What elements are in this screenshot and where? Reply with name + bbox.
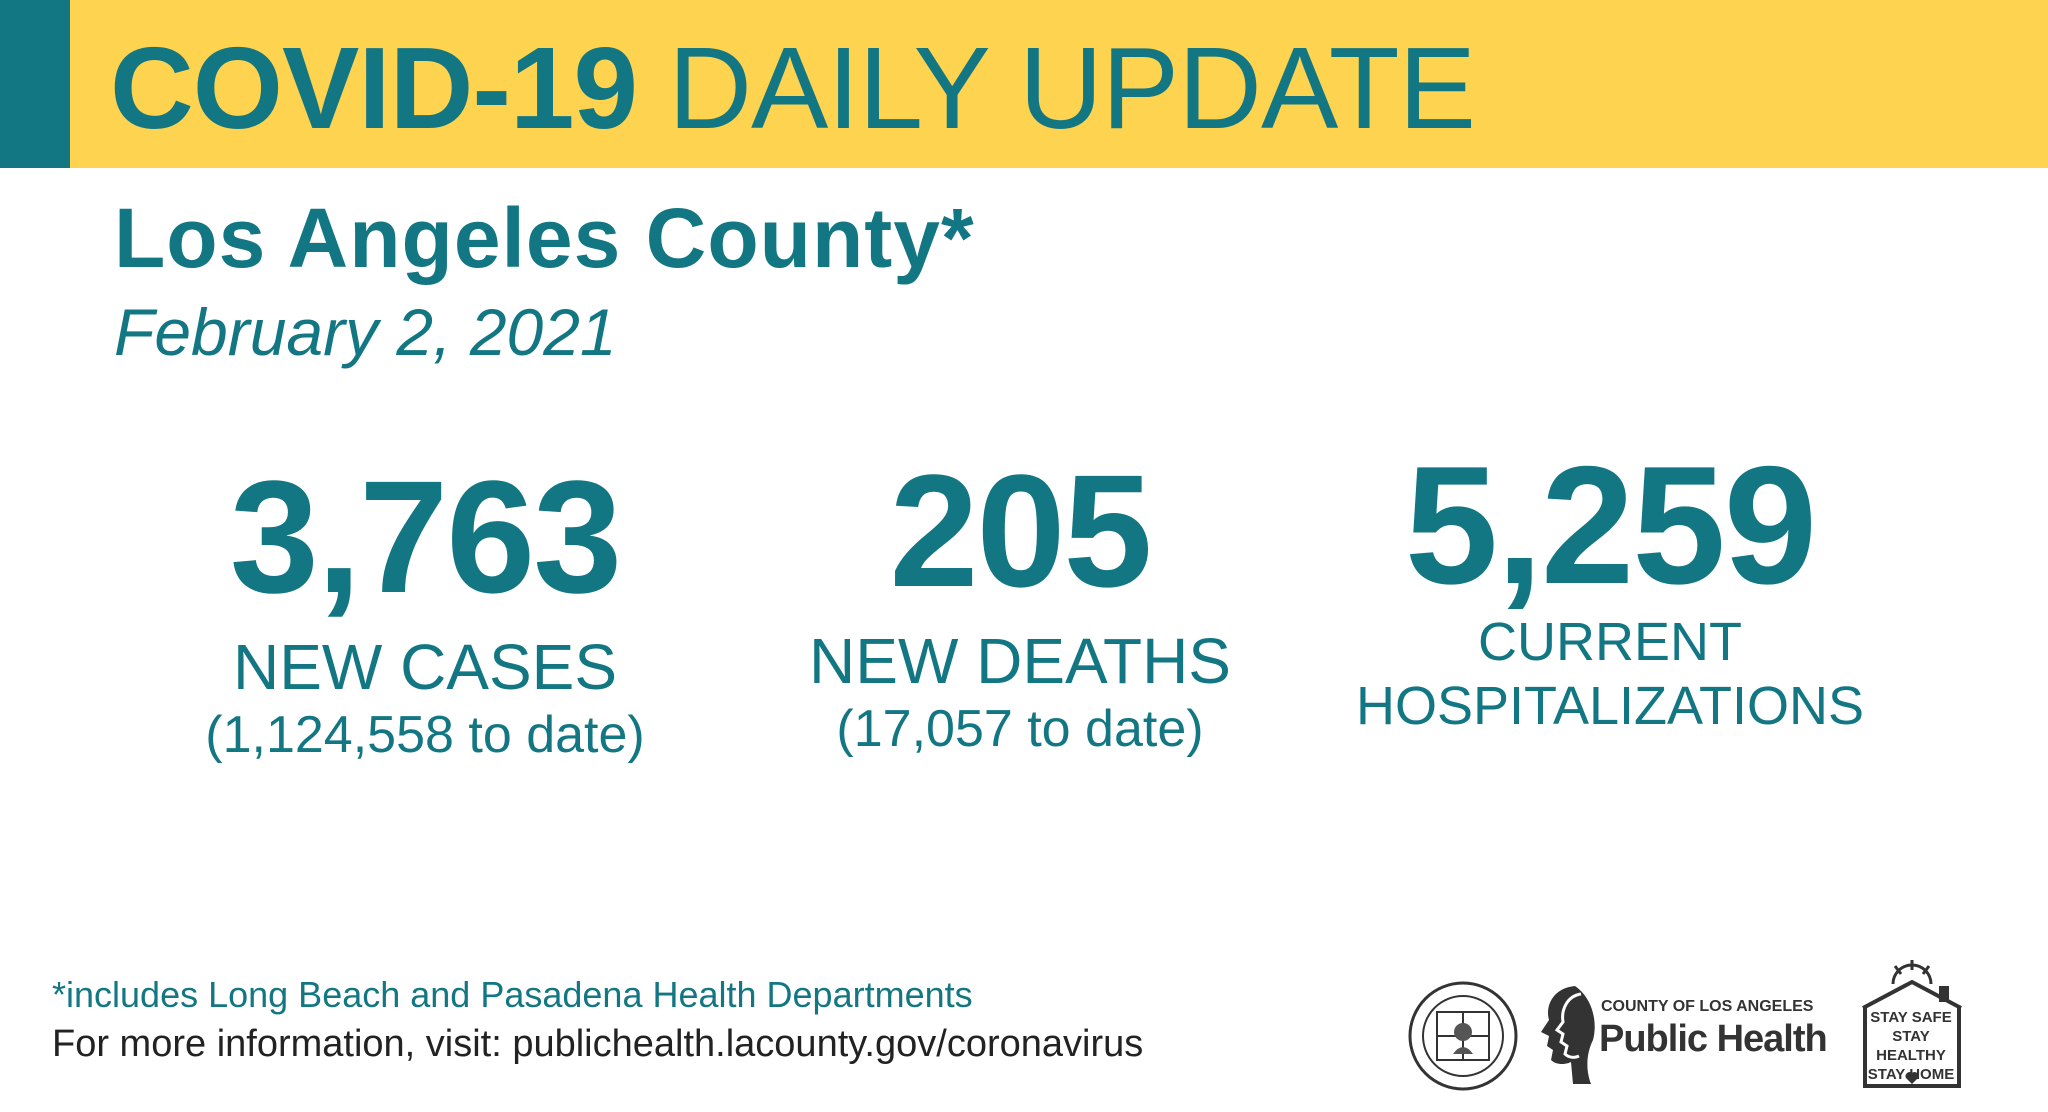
stat-new-deaths: 205 NEW DEATHS (17,057 to date) bbox=[760, 446, 1280, 762]
hospitalizations-label-line2: HOSPITALIZATIONS bbox=[1355, 676, 1865, 736]
footnote: *includes Long Beach and Pasadena Health… bbox=[52, 974, 973, 1015]
public-health-county-text: COUNTY OF LOS ANGELES bbox=[1601, 998, 1814, 1015]
stay-safe-text: STAY SAFE STAY HEALTHY STAY HOME bbox=[1863, 1008, 1959, 1084]
title-rest: DAILY UPDATE bbox=[637, 23, 1476, 153]
cases-to-date: (1,124,558 to date) bbox=[205, 706, 645, 764]
county-name: Los Angeles County* bbox=[114, 191, 975, 285]
county-seal-icon bbox=[1408, 981, 1518, 1091]
update-date: February 2, 2021 bbox=[114, 295, 617, 369]
stat-hospitalizations: 5,259 CURRENT HOSPITALIZATIONS bbox=[1330, 440, 1890, 738]
public-health-logo: COUNTY OF LOS ANGELES Public Health bbox=[1535, 980, 1835, 1090]
profile-silhouette-icon bbox=[1541, 986, 1595, 1084]
new-deaths-value: 205 bbox=[889, 441, 1153, 620]
stat-new-cases: 3,763 NEW CASES (1,124,558 to date) bbox=[160, 452, 690, 768]
house-icon bbox=[1862, 960, 1962, 1088]
new-deaths-label: NEW DEATHS bbox=[809, 625, 1231, 697]
stay-safe-logo: STAY SAFE STAY HEALTHY STAY HOME bbox=[1857, 958, 1967, 1090]
header-accent-bar bbox=[0, 0, 70, 168]
new-cases-label: NEW CASES bbox=[232, 631, 618, 703]
deaths-to-date: (17,057 to date) bbox=[836, 700, 1204, 758]
new-cases-value: 3,763 bbox=[229, 447, 622, 626]
hospitalizations-value: 5,259 bbox=[1404, 431, 1817, 619]
stay-home-line: STAY HOME bbox=[1867, 1066, 1955, 1083]
header-banner bbox=[0, 0, 2048, 168]
stay-safe-line: STAY SAFE bbox=[1870, 1009, 1952, 1026]
public-health-title-text: Public Health bbox=[1599, 1018, 1828, 1060]
stay-healthy-line: STAY HEALTHY bbox=[1876, 1028, 1946, 1064]
page-title: COVID-19 DAILY UPDATE bbox=[110, 28, 1476, 148]
title-bold: COVID-19 bbox=[110, 23, 638, 153]
more-info-text: For more information, visit: publichealt… bbox=[52, 1023, 1144, 1065]
logo-strip: COUNTY OF LOS ANGELES Public Health STAY… bbox=[1395, 950, 1995, 1091]
hospitalizations-label-line1: CURRENT bbox=[1478, 612, 1742, 672]
